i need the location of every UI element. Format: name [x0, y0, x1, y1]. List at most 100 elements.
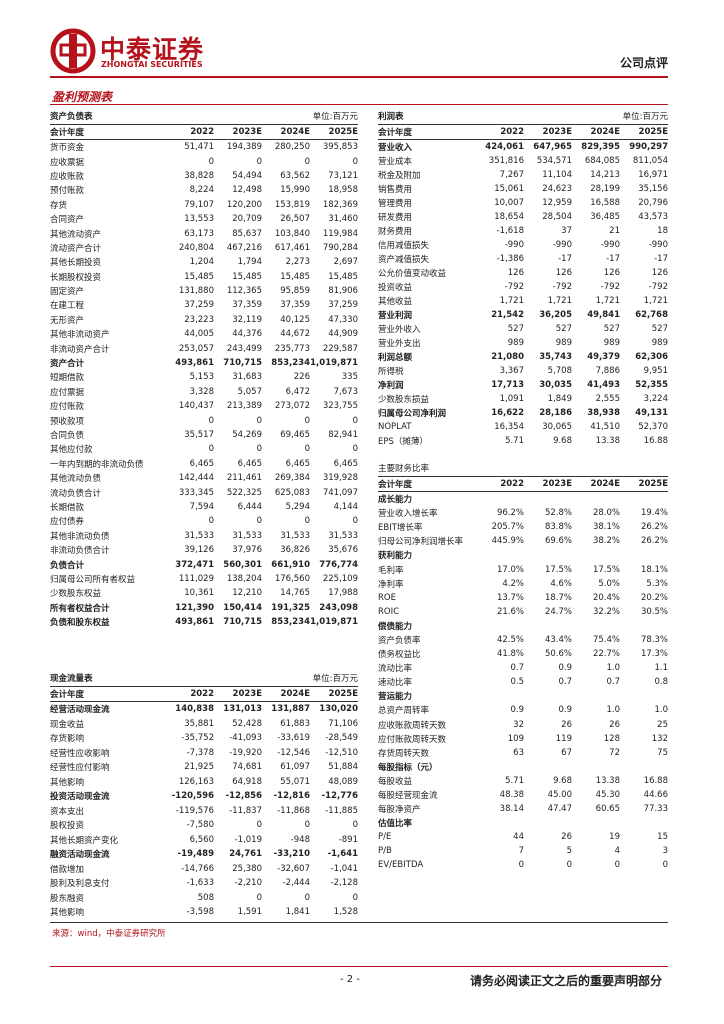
- value-cell: 0: [518, 860, 524, 871]
- header-row: 会计年度 2022 2023E 2024E 2025E: [378, 125, 668, 140]
- value-cell: 31,533: [328, 530, 358, 541]
- section-title: 盈利预测表: [52, 90, 113, 104]
- value-cell: 14,765: [280, 588, 310, 599]
- row-label: 长期股权投资: [50, 272, 102, 283]
- table-row: P/E 44 26 19 15: [378, 830, 668, 844]
- value-cell: 1,794: [237, 257, 262, 268]
- value-cell: 5,153: [189, 372, 214, 383]
- value-cell: 1,721: [547, 296, 572, 306]
- row-label: 应付债券: [50, 517, 85, 528]
- income-table: 利润表 单位:百万元 会计年度 2022 2023E 2024E 2025E 营业收入 424,…: [378, 110, 668, 448]
- value-cell: 235,773: [274, 343, 310, 354]
- value-cell: 52,428: [232, 718, 262, 729]
- value-cell: 989: [603, 338, 620, 348]
- value-cell: 25,380: [232, 863, 262, 874]
- value-cell: 226: [293, 372, 310, 383]
- logo-cn: 中泰证券: [100, 35, 205, 64]
- value-cell: 522,325: [226, 487, 262, 498]
- table-row: 归母公司净利润增长率 445.9% 69.6% 38.2% 26.2%: [378, 534, 668, 548]
- unit: 单位:百万元: [312, 112, 358, 122]
- value-cell: 28,186: [539, 408, 572, 418]
- table-row: 每股经营现金流 48.38 45.00 45.30 44.66: [378, 788, 668, 802]
- value-cell: 13.38: [595, 775, 620, 786]
- value-cell: -33,619: [277, 733, 310, 744]
- table-row: P/B 7 5 4 3: [378, 844, 668, 858]
- value-cell: 0: [304, 156, 310, 167]
- row-label: 借款增加: [50, 864, 85, 875]
- value-cell: 5: [566, 846, 572, 857]
- value-cell: 269,384: [274, 473, 310, 484]
- value-cell: 126: [507, 268, 524, 278]
- value-cell: 989: [507, 338, 524, 348]
- row-label: 流动比率: [378, 664, 413, 675]
- value-cell: 37,259: [328, 300, 358, 311]
- row-label: 应收账款周转天数: [378, 720, 447, 731]
- value-cell: 36,485: [590, 212, 620, 222]
- row-label: 净利润: [378, 381, 404, 391]
- value-cell: 5.71: [505, 436, 524, 446]
- value-cell: 126: [555, 268, 572, 278]
- value-cell: -11,885: [325, 805, 358, 816]
- value-cell: 0: [208, 415, 214, 426]
- row-label: 无形资产: [50, 315, 85, 326]
- logo-en: ZHONGTAI SECURITIES: [101, 60, 203, 69]
- value-cell: 16,354: [494, 422, 524, 432]
- value-cell: -17: [606, 254, 620, 264]
- value-cell: 1.0: [654, 705, 668, 716]
- table-row: 长期股权投资 15,485 15,485 15,485 15,485: [50, 270, 358, 284]
- value-cell: 0.9: [558, 663, 572, 674]
- row-label: 应收票据: [50, 157, 85, 168]
- table-row: 经营性应收影响 -7,378 -19,920 -12,546 -12,510: [50, 746, 358, 761]
- header-cell: 2025E: [638, 479, 668, 489]
- row-label: 公允价值变动收益: [378, 269, 447, 279]
- row-label: 利润总额: [378, 353, 413, 363]
- table-row: 经营性应付影响 21,925 74,681 61,097 51,884: [50, 760, 358, 775]
- value-cell: 0.7: [606, 677, 620, 688]
- value-cell: -1,618: [496, 226, 524, 236]
- header-row: 会计年度 2022 2023E 2024E 2025E: [50, 687, 358, 702]
- row-label: 净利率: [378, 579, 404, 590]
- table-row: EV/EBITDA 0 0 0 0: [378, 858, 668, 872]
- value-cell: 0: [566, 860, 572, 871]
- row-label: 其他长期资产变化: [50, 835, 119, 846]
- value-cell: 140,437: [178, 401, 214, 412]
- balance-sheet: 资产负债表 单位:百万元 会计年度 2022 2023E 2024E 2025E 货币资金 51…: [50, 110, 358, 629]
- table-row: EBIT增长率 205.7% 83.8% 38.1% 26.2%: [378, 520, 668, 534]
- row-label: 股利及利息支付: [50, 879, 110, 890]
- table-row: 归属母公司净利润 16,622 28,186 38,938 49,131: [378, 406, 668, 420]
- table-row: 股利及利息支付 -1,633 -2,210 -2,444 -2,128: [50, 876, 358, 891]
- value-cell: 1,204: [189, 257, 214, 268]
- value-cell: 0: [352, 444, 358, 455]
- row-label: 经营活动现金流: [50, 705, 110, 716]
- value-cell: 78.3%: [640, 634, 668, 645]
- table-row: 应付债券 0 0 0 0: [50, 514, 358, 528]
- value-cell: 28,199: [590, 184, 620, 194]
- table-row: 利润总额 21,080 35,743 49,379 62,306: [378, 350, 668, 364]
- row-label: 短期借款: [50, 373, 85, 384]
- value-cell: 0.7: [558, 677, 572, 688]
- value-cell: 26.2%: [640, 522, 668, 533]
- row-label: 流动资产合计: [50, 243, 102, 254]
- value-cell: 9,951: [643, 366, 668, 376]
- source-rule: [50, 922, 668, 923]
- value-cell: 527: [507, 324, 524, 334]
- value-cell: 2,697: [333, 257, 358, 268]
- value-cell: 527: [555, 324, 572, 334]
- table-row: 研发费用 18,654 28,504 36,485 43,573: [378, 210, 668, 224]
- table-row: 少数股东权益 10,361 12,210 14,765 17,988: [50, 586, 358, 600]
- value-cell: 445.9%: [491, 536, 524, 547]
- row-label: 归属母公司所有者权益: [50, 574, 136, 585]
- table-row: 应付账款 140,437 213,389 273,072 323,755: [50, 399, 358, 413]
- value-cell: 44,909: [328, 329, 358, 340]
- value-cell: 40,125: [280, 314, 310, 325]
- value-cell: 42.5%: [496, 634, 524, 645]
- source: 来源：wind，中泰证券研究所: [52, 929, 166, 939]
- row-label: 合同负债: [50, 431, 85, 441]
- value-cell: 24,623: [542, 184, 572, 194]
- value-cell: -19,920: [229, 747, 262, 758]
- value-cell: 240,804: [178, 242, 214, 253]
- value-cell: 6,465: [189, 458, 214, 469]
- value-cell: 20,796: [638, 198, 668, 208]
- value-cell: 35,676: [328, 545, 358, 556]
- row-label: 成长能力: [378, 495, 413, 506]
